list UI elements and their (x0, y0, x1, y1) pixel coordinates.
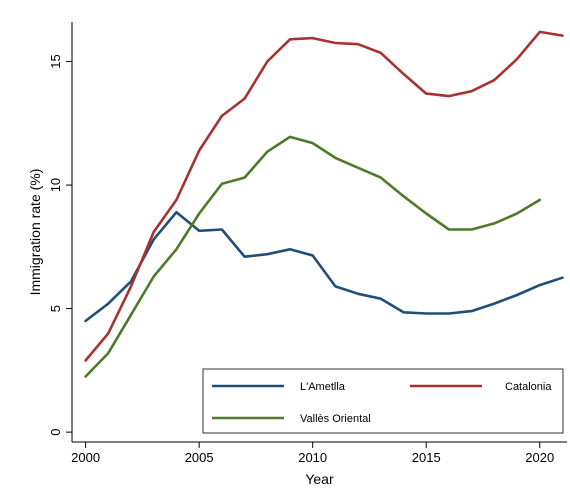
y-tick-label: 5 (48, 305, 63, 312)
y-tick-label: 15 (48, 54, 63, 68)
axes: 0 5 10 15 2000 2005 2010 2015 2020 (48, 22, 567, 465)
x-tick-label: 2015 (412, 450, 441, 465)
x-tick-label: 2020 (525, 450, 554, 465)
x-tick-label: 2005 (185, 450, 214, 465)
x-axis-title: Year (305, 471, 334, 487)
y-tick-label: 0 (48, 429, 63, 436)
x-tick-label: 2010 (298, 450, 327, 465)
legend-label-valles-oriental: Vallès Oriental (300, 413, 371, 425)
series-layer (84, 30, 564, 378)
series-line-1 (84, 30, 564, 362)
y-axis-title: Immigration rate (%) (27, 169, 43, 296)
series-line-0 (84, 210, 564, 323)
series-line-2 (84, 135, 542, 378)
y-tick-label: 10 (48, 178, 63, 192)
legend-label-lametlla: L'Ametlla (300, 381, 346, 393)
legend-label-catalonia: Catalonia (505, 381, 552, 393)
legend: L'Ametlla Catalonia Vallès Oriental (202, 368, 564, 434)
legend-box (202, 368, 564, 434)
x-tick-label: 2000 (71, 450, 100, 465)
